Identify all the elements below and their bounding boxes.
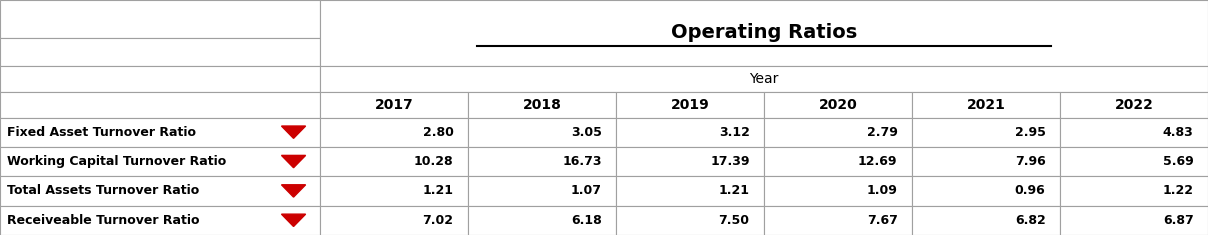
Text: 2.95: 2.95 <box>1015 126 1045 139</box>
Bar <box>0 0 320 38</box>
Bar <box>320 92 469 118</box>
Text: 1.21: 1.21 <box>719 184 749 197</box>
Bar <box>469 92 616 118</box>
Text: 7.96: 7.96 <box>1015 155 1045 168</box>
Bar <box>616 118 765 147</box>
Bar <box>0 147 320 176</box>
Bar <box>765 176 912 206</box>
Bar <box>320 0 1208 66</box>
Bar <box>912 176 1061 206</box>
Text: 2.80: 2.80 <box>423 126 454 139</box>
Bar <box>912 206 1061 235</box>
Bar <box>320 66 1208 92</box>
Text: 0.96: 0.96 <box>1015 184 1045 197</box>
Text: 2017: 2017 <box>374 98 413 112</box>
Text: 7.67: 7.67 <box>866 214 898 227</box>
Text: 1.21: 1.21 <box>423 184 454 197</box>
Bar <box>320 147 469 176</box>
Text: 7.50: 7.50 <box>719 214 749 227</box>
Polygon shape <box>281 185 306 197</box>
Text: Operating Ratios: Operating Ratios <box>670 24 858 42</box>
Bar <box>0 92 320 118</box>
Text: 2022: 2022 <box>1115 98 1154 112</box>
Text: 12.69: 12.69 <box>858 155 898 168</box>
Bar <box>0 38 320 66</box>
Polygon shape <box>281 214 306 227</box>
Text: 1.09: 1.09 <box>866 184 898 197</box>
Text: 17.39: 17.39 <box>710 155 749 168</box>
Text: 2.79: 2.79 <box>866 126 898 139</box>
Bar <box>0 206 320 235</box>
Text: 3.12: 3.12 <box>719 126 749 139</box>
Polygon shape <box>281 155 306 168</box>
Bar <box>765 92 912 118</box>
Bar <box>616 206 765 235</box>
Text: 4.83: 4.83 <box>1163 126 1194 139</box>
Bar <box>765 147 912 176</box>
Bar <box>320 206 469 235</box>
Text: 2018: 2018 <box>523 98 562 112</box>
Text: Year: Year <box>749 72 779 86</box>
Text: 5.69: 5.69 <box>1163 155 1194 168</box>
Text: 6.87: 6.87 <box>1163 214 1194 227</box>
Bar <box>1061 92 1208 118</box>
Polygon shape <box>281 126 306 138</box>
Bar <box>320 176 469 206</box>
Text: 16.73: 16.73 <box>562 155 602 168</box>
Text: Fixed Asset Turnover Ratio: Fixed Asset Turnover Ratio <box>7 126 196 139</box>
Text: 1.22: 1.22 <box>1162 184 1194 197</box>
Bar <box>1061 147 1208 176</box>
Bar <box>0 118 320 147</box>
Text: 2020: 2020 <box>819 98 858 112</box>
Bar <box>469 147 616 176</box>
Bar <box>1061 118 1208 147</box>
Bar <box>616 147 765 176</box>
Text: 10.28: 10.28 <box>414 155 454 168</box>
Bar <box>0 176 320 206</box>
Text: Receiveable Turnover Ratio: Receiveable Turnover Ratio <box>7 214 199 227</box>
Text: 2019: 2019 <box>670 98 709 112</box>
Bar <box>616 92 765 118</box>
Bar <box>469 206 616 235</box>
Bar <box>469 118 616 147</box>
Text: 2021: 2021 <box>966 98 1005 112</box>
Text: Working Capital Turnover Ratio: Working Capital Turnover Ratio <box>7 155 226 168</box>
Bar <box>0 66 320 92</box>
Bar <box>1061 206 1208 235</box>
Bar <box>765 118 912 147</box>
Bar <box>765 206 912 235</box>
Bar <box>616 176 765 206</box>
Text: 6.18: 6.18 <box>571 214 602 227</box>
Bar <box>912 92 1061 118</box>
Text: 3.05: 3.05 <box>570 126 602 139</box>
Bar <box>320 118 469 147</box>
Text: 6.82: 6.82 <box>1015 214 1045 227</box>
Text: 7.02: 7.02 <box>423 214 454 227</box>
Text: Total Assets Turnover Ratio: Total Assets Turnover Ratio <box>7 184 199 197</box>
Text: 1.07: 1.07 <box>570 184 602 197</box>
Bar <box>912 118 1061 147</box>
Bar <box>469 176 616 206</box>
Bar <box>912 147 1061 176</box>
Bar <box>1061 176 1208 206</box>
